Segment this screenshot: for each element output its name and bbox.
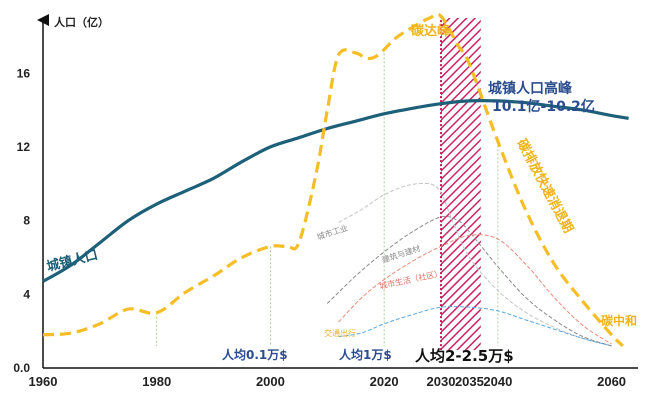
y-tick-label: 8 (23, 214, 30, 228)
x-tick-label: 2030 (427, 374, 456, 389)
peak-band-layer (440, 16, 481, 350)
label-life: 城市生活（社区） (378, 268, 443, 291)
x-tick-label: 2035 (455, 374, 484, 389)
label-urban-population: 城镇人口 (45, 247, 99, 275)
series-line-carbon (42, 12, 625, 348)
ticks-layer: 0.0 4 8 12 16 1960 1980 2000 2020 2030 2035 2040 206… (13, 66, 626, 389)
series-line-transport (338, 306, 612, 347)
x-tick-label: 1980 (142, 374, 171, 389)
label-gdp-2-25: 人均2-2.5万$ (415, 347, 514, 365)
label-gdp-01: 人均0.1万$ (222, 347, 288, 362)
y-tick-label: 4 (23, 287, 30, 301)
x-tick-label: 2060 (597, 374, 626, 389)
label-urban-peak-line2: 10.1亿-10.2亿 (492, 98, 595, 115)
label-transport: 交通出行 (324, 328, 356, 338)
series-line-life (338, 234, 612, 345)
x-tick-label: 2020 (370, 374, 399, 389)
label-construction: 建筑与建材 (381, 243, 422, 265)
label-carbon-peak: 碳达峰 (411, 23, 451, 39)
x-tick-label: 2040 (483, 374, 512, 389)
drop-lines-layer (156, 49, 499, 346)
x-tick-label: 2000 (256, 374, 285, 389)
label-gdp-1: 人均1万$ (339, 347, 392, 362)
label-rapid-decline: 碳排放快速消退期 (513, 136, 576, 235)
x-tick-label: 1960 (29, 374, 58, 389)
annotation-layer: 城镇人口 碳达峰 城镇人口高峰 10.1亿-10.2亿 碳排放快速消退期 碳中和… (45, 23, 637, 365)
series-line-urban (42, 99, 629, 283)
series-line-industry (338, 182, 612, 347)
label-industry: 城市工业 (316, 223, 350, 242)
y-axis-label: 人口（亿） (54, 15, 109, 29)
y-tick-label: 16 (17, 66, 31, 80)
y-tick-label: 12 (17, 140, 31, 154)
series-line-construction (326, 215, 612, 347)
y-tick-label: 0.0 (13, 361, 30, 375)
peak-band (441, 18, 481, 350)
label-urban-peak-line1: 城镇人口高峰 (488, 80, 573, 97)
axes-layer: 人口（亿） (37, 14, 638, 369)
series-layer (42, 12, 629, 348)
label-carbon-neutral: 碳中和 (601, 313, 637, 328)
